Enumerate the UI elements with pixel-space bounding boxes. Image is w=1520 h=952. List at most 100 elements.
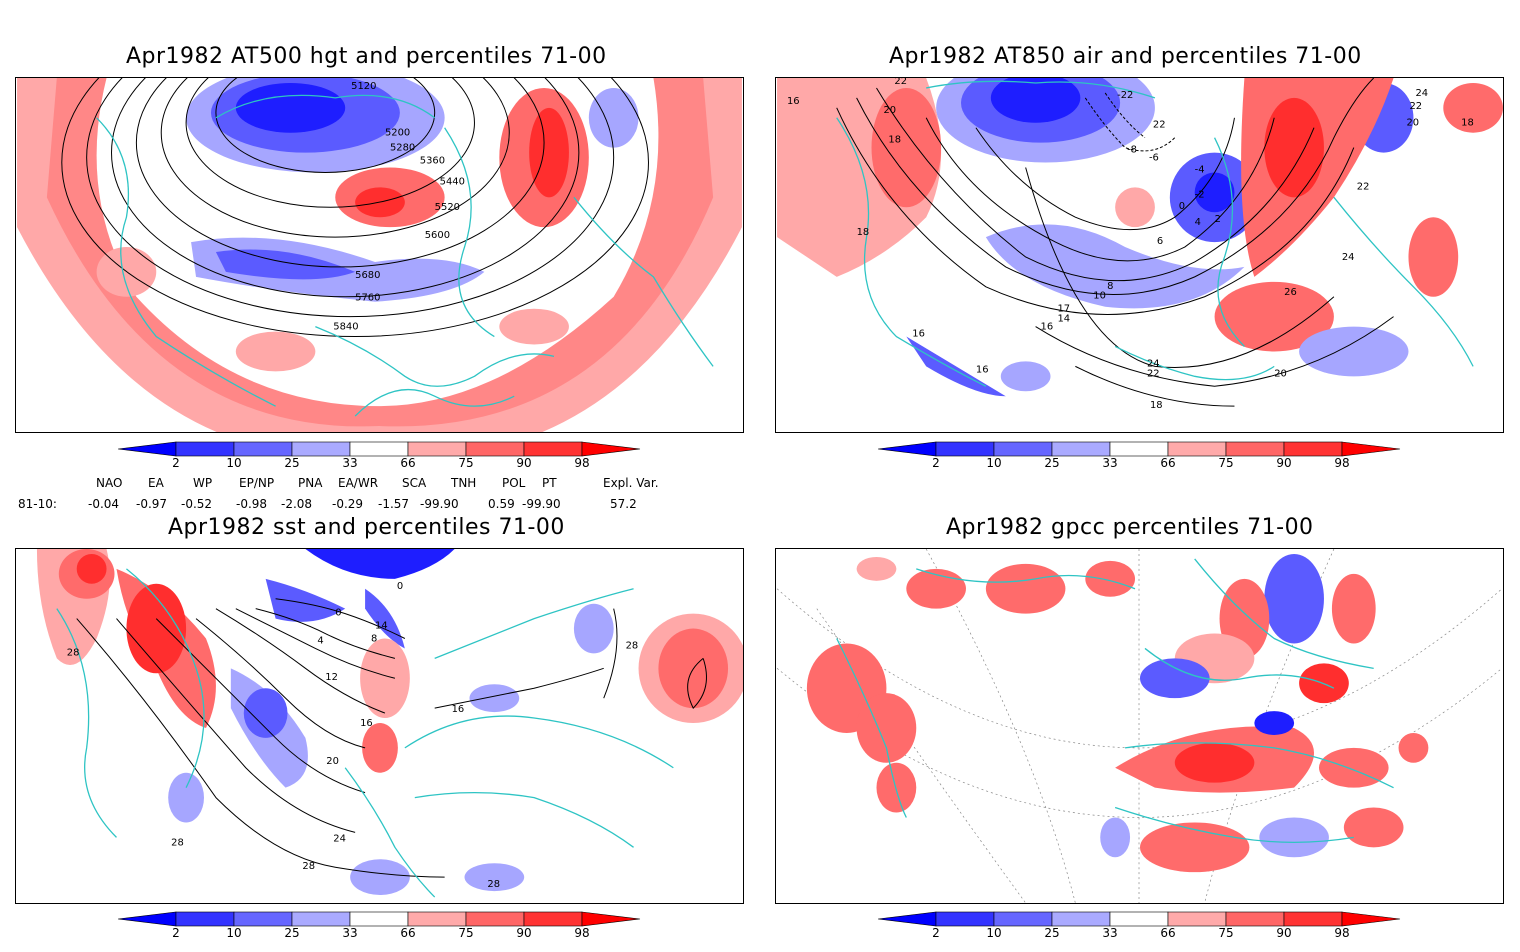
index-header-eawr: EA/WR xyxy=(338,476,379,490)
index-value-ea: -0.97 xyxy=(136,497,168,511)
contour-label: 5360 xyxy=(420,156,445,167)
contour-label: 5600 xyxy=(425,230,450,241)
index-header-epnp: EP/NP xyxy=(239,476,275,490)
contour-label: 5120 xyxy=(351,81,376,92)
contour-label: 22 xyxy=(1357,181,1370,192)
colorbar-sst: 2 10 25 33 66 75 90 98 xyxy=(118,910,644,952)
air850-contour-labels: 22 24 22 20 18 20 18 18 16 -22 -8 -6 -4 … xyxy=(787,78,1474,411)
contour-label: 17 xyxy=(1057,304,1070,315)
contour-label: 26 xyxy=(1284,287,1297,298)
contour-label: 20 xyxy=(326,756,339,767)
colorbar-bin xyxy=(935,441,995,457)
colorbar-bin xyxy=(523,441,583,457)
colorbar-tick-label: 33 xyxy=(342,456,357,470)
index-value-sca: -1.57 xyxy=(378,497,410,511)
map-gpcc-canvas xyxy=(776,549,1503,903)
colorbar-tick-label: 75 xyxy=(458,926,473,940)
contour-label: 8 xyxy=(371,633,377,644)
contour-label: -2 xyxy=(1195,189,1205,200)
contour-label: 24 xyxy=(1342,252,1355,263)
map-sst: 28 0 0 4 8 12 14 16 16 20 24 28 28 28 28 xyxy=(15,548,744,904)
colorbar-svg: 2 10 25 33 66 75 90 98 xyxy=(118,911,641,940)
colorbar-bin xyxy=(1341,441,1401,457)
colorbar-gpcc: 2 10 25 33 66 75 90 98 xyxy=(878,910,1404,952)
colorbar-bin xyxy=(465,911,525,927)
colorbar-bin xyxy=(118,911,177,927)
hgt500-contour-labels: 5120 5200 5280 5360 5440 5520 5600 5680 … xyxy=(333,81,465,333)
colorbar-tick-label: 66 xyxy=(400,456,415,470)
contour-label: 0 xyxy=(1179,201,1185,212)
colorbar-tick-label: 90 xyxy=(516,926,531,940)
contour-label: 24 xyxy=(333,833,346,844)
panel-title-sst: Apr1982 sst and percentiles 71-00 xyxy=(168,515,565,540)
contour-label: 5840 xyxy=(333,322,358,333)
colorbar-svg: 2 10 25 33 66 75 90 98 xyxy=(878,911,1401,940)
contour-label: 16 xyxy=(1041,322,1054,333)
contour-label: 24 xyxy=(1415,88,1428,99)
contour-label: 6 xyxy=(1157,236,1163,247)
contour-label: 20 xyxy=(1406,118,1419,129)
sst-contour-labels: 28 0 0 4 8 12 14 16 16 20 24 28 28 28 28 xyxy=(67,581,638,890)
index-header-tnh: TNH xyxy=(451,476,477,490)
index-header-ea: EA xyxy=(148,476,164,490)
index-value-wp: -0.52 xyxy=(181,497,213,511)
index-value-eawr: -0.29 xyxy=(332,497,364,511)
colorbar-tick-label: 98 xyxy=(574,456,589,470)
colorbar-tick-label: 66 xyxy=(1160,926,1175,940)
index-header-pol: POL xyxy=(502,476,526,490)
contour-label: 14 xyxy=(375,621,388,632)
index-value-pna: -2.08 xyxy=(281,497,313,511)
contour-label: -4 xyxy=(1195,164,1205,175)
contour-label: 24 xyxy=(1147,358,1160,369)
colorbar-tick-label: 25 xyxy=(284,456,299,470)
colorbar-bin xyxy=(1109,441,1169,457)
index-value-epnp: -0.98 xyxy=(236,497,268,511)
colorbar-bin xyxy=(1051,911,1111,927)
colorbar-air850: 2 10 25 33 66 75 90 98 xyxy=(878,440,1404,482)
panel-title-gpcc: Apr1982 gpcc percentiles 71-00 xyxy=(946,515,1314,540)
colorbar-bin xyxy=(993,441,1053,457)
colorbar-tick-label: 98 xyxy=(574,926,589,940)
colorbar-svg: 2 10 25 33 66 75 90 98 xyxy=(118,441,641,470)
colorbar-hgt500: 2 10 25 33 66 75 90 98 xyxy=(118,440,644,482)
index-header-nao: NAO xyxy=(96,476,123,490)
contour-label: 18 xyxy=(1150,400,1163,411)
colorbar-bin xyxy=(878,911,937,927)
colorbar-bin xyxy=(1109,911,1169,927)
contour-label: 4 xyxy=(1195,217,1201,228)
colorbar-tick-label: 10 xyxy=(986,456,1001,470)
index-value-tnh: -99.90 xyxy=(420,497,459,511)
colorbar-tick-label: 75 xyxy=(1218,456,1233,470)
panel-title-air850: Apr1982 AT850 air and percentiles 71-00 xyxy=(889,44,1362,69)
index-value-explvar: 57.2 xyxy=(610,497,637,511)
teleconnection-indices: NAO EA WP EP/NP PNA EA/WR SCA TNH POL PT… xyxy=(18,476,718,516)
map-gpcc xyxy=(775,548,1504,904)
contour-label: 22 xyxy=(894,78,907,87)
colorbar-tick-label: 2 xyxy=(932,926,940,940)
contour-label: 5280 xyxy=(390,143,415,154)
contour-label: 18 xyxy=(1461,118,1474,129)
colorbar-svg: 2 10 25 33 66 75 90 98 xyxy=(878,441,1401,470)
contour-label: 5200 xyxy=(385,128,410,139)
colorbar-bin xyxy=(1283,441,1343,457)
colorbar-bin xyxy=(175,441,235,457)
index-row-label: 81-10: xyxy=(18,497,57,511)
panel-title-hgt500: Apr1982 AT500 hgt and percentiles 71-00 xyxy=(126,44,607,69)
contour-label: 0 xyxy=(335,608,341,619)
contour-label: 0 xyxy=(397,581,403,592)
contour-label: 28 xyxy=(171,837,184,848)
contour-label: 5680 xyxy=(355,270,380,281)
contour-label: 28 xyxy=(487,879,500,890)
colorbar-tick-label: 10 xyxy=(226,456,241,470)
colorbar-bin xyxy=(349,911,409,927)
contour-label: 20 xyxy=(1274,368,1287,379)
contour-label: -22 xyxy=(1117,90,1133,101)
colorbar-tick-label: 98 xyxy=(1334,456,1349,470)
contour-label: 5760 xyxy=(355,293,380,304)
colorbar-bin xyxy=(581,911,641,927)
contour-label: 16 xyxy=(976,364,989,375)
contour-label: 18 xyxy=(888,135,901,146)
contour-label: 16 xyxy=(912,329,925,340)
colorbar-tick-label: 2 xyxy=(932,456,940,470)
colorbar-bin xyxy=(291,441,351,457)
